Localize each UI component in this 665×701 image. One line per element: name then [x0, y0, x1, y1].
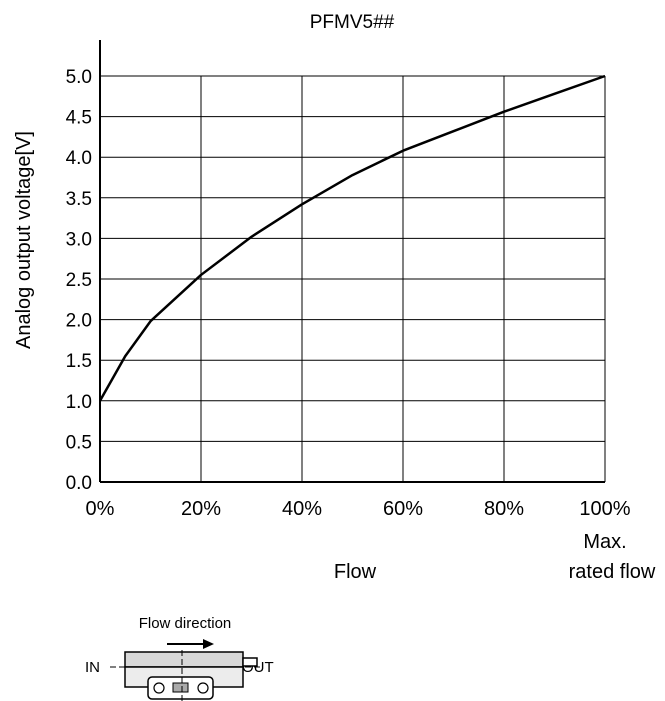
screw-right-icon	[197, 682, 209, 694]
chart-axes	[99, 40, 605, 483]
y-tick-label: 5.0	[66, 67, 92, 88]
flow-direction-arrow-head	[203, 639, 214, 649]
x-tick-label: 20%	[181, 498, 221, 520]
flow-direction-label: Flow direction	[139, 615, 232, 632]
y-tick-label: 1.5	[66, 351, 92, 372]
y-tick-label: 3.0	[66, 229, 92, 250]
y-tick-label: 0.0	[66, 473, 92, 494]
chart-series	[98, 74, 606, 402]
screw-left-icon	[153, 682, 165, 694]
y-tick-label: 3.5	[66, 189, 92, 210]
y-axis-label: Analog output voltage[V]	[13, 131, 35, 349]
y-tick-label: 0.5	[66, 432, 92, 453]
y-tick-label: 1.0	[66, 392, 92, 413]
in-label: IN	[85, 659, 100, 676]
x-tick-label: 80%	[484, 498, 524, 520]
x-tick-label: 100%	[579, 498, 630, 520]
x-axis-label: Flow	[334, 561, 377, 583]
y-tick-label: 4.0	[66, 148, 92, 169]
y-tick-labels: 0.0 0.5 1.0 1.5 2.0 2.5 3.0 3.5 4.0 4.5 5.0	[66, 67, 92, 494]
y-tick-label: 2.5	[66, 270, 92, 291]
flow-direction-diagram: Flow direction IN OUT	[85, 615, 274, 701]
y-tick-label: 4.5	[66, 108, 92, 129]
sensor-body-top	[124, 651, 244, 668]
chart-title: PFMV5##	[310, 12, 395, 33]
x-end-note-line2: rated flow	[569, 561, 656, 583]
x-tick-label: 40%	[282, 498, 322, 520]
series-line-0	[98, 74, 606, 402]
y-tick-label: 2.0	[66, 311, 92, 332]
x-end-note-line1: Max.	[583, 531, 626, 553]
x-tick-label: 60%	[383, 498, 423, 520]
x-tick-labels: 0% 20% 40% 60% 80% 100%	[86, 498, 631, 520]
x-tick-label: 0%	[86, 498, 115, 520]
sensor-connector	[242, 657, 258, 667]
chart-grid	[99, 75, 606, 483]
sensor-label-plate	[172, 682, 189, 693]
